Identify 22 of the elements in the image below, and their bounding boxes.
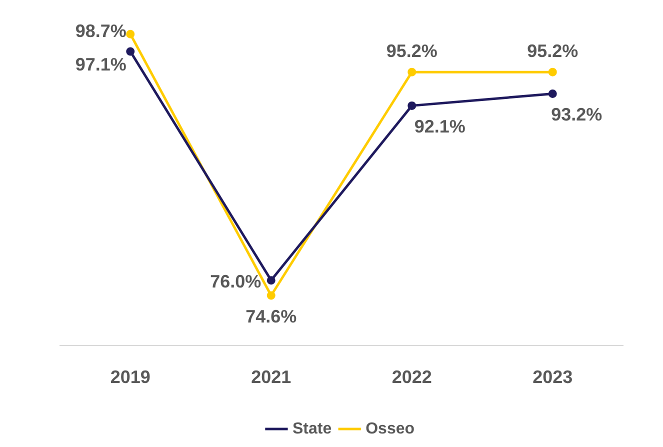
data-label: 95.2%: [527, 41, 578, 62]
data-label: 98.7%: [75, 21, 126, 42]
point: [408, 101, 416, 110]
x-tick-label: 2019: [110, 367, 150, 388]
legend-label: State: [292, 420, 332, 438]
legend-label: Osseo: [366, 420, 415, 438]
point: [408, 68, 416, 76]
x-tick-label: 2021: [251, 367, 292, 388]
data-label: 97.1%: [75, 54, 126, 74]
data-label: 93.2%: [551, 104, 602, 125]
point: [266, 291, 276, 300]
point: [548, 90, 557, 98]
data-label: 95.2%: [386, 41, 438, 62]
point: [266, 276, 276, 285]
x-tick-label: 2022: [392, 367, 432, 388]
point: [126, 47, 135, 56]
data-label: 92.1%: [414, 116, 466, 137]
point: [548, 68, 557, 76]
point: [126, 30, 135, 38]
data-label: 76.0%: [210, 271, 262, 292]
data-label: 74.6%: [246, 306, 297, 326]
x-tick-label: 2023: [532, 367, 573, 388]
